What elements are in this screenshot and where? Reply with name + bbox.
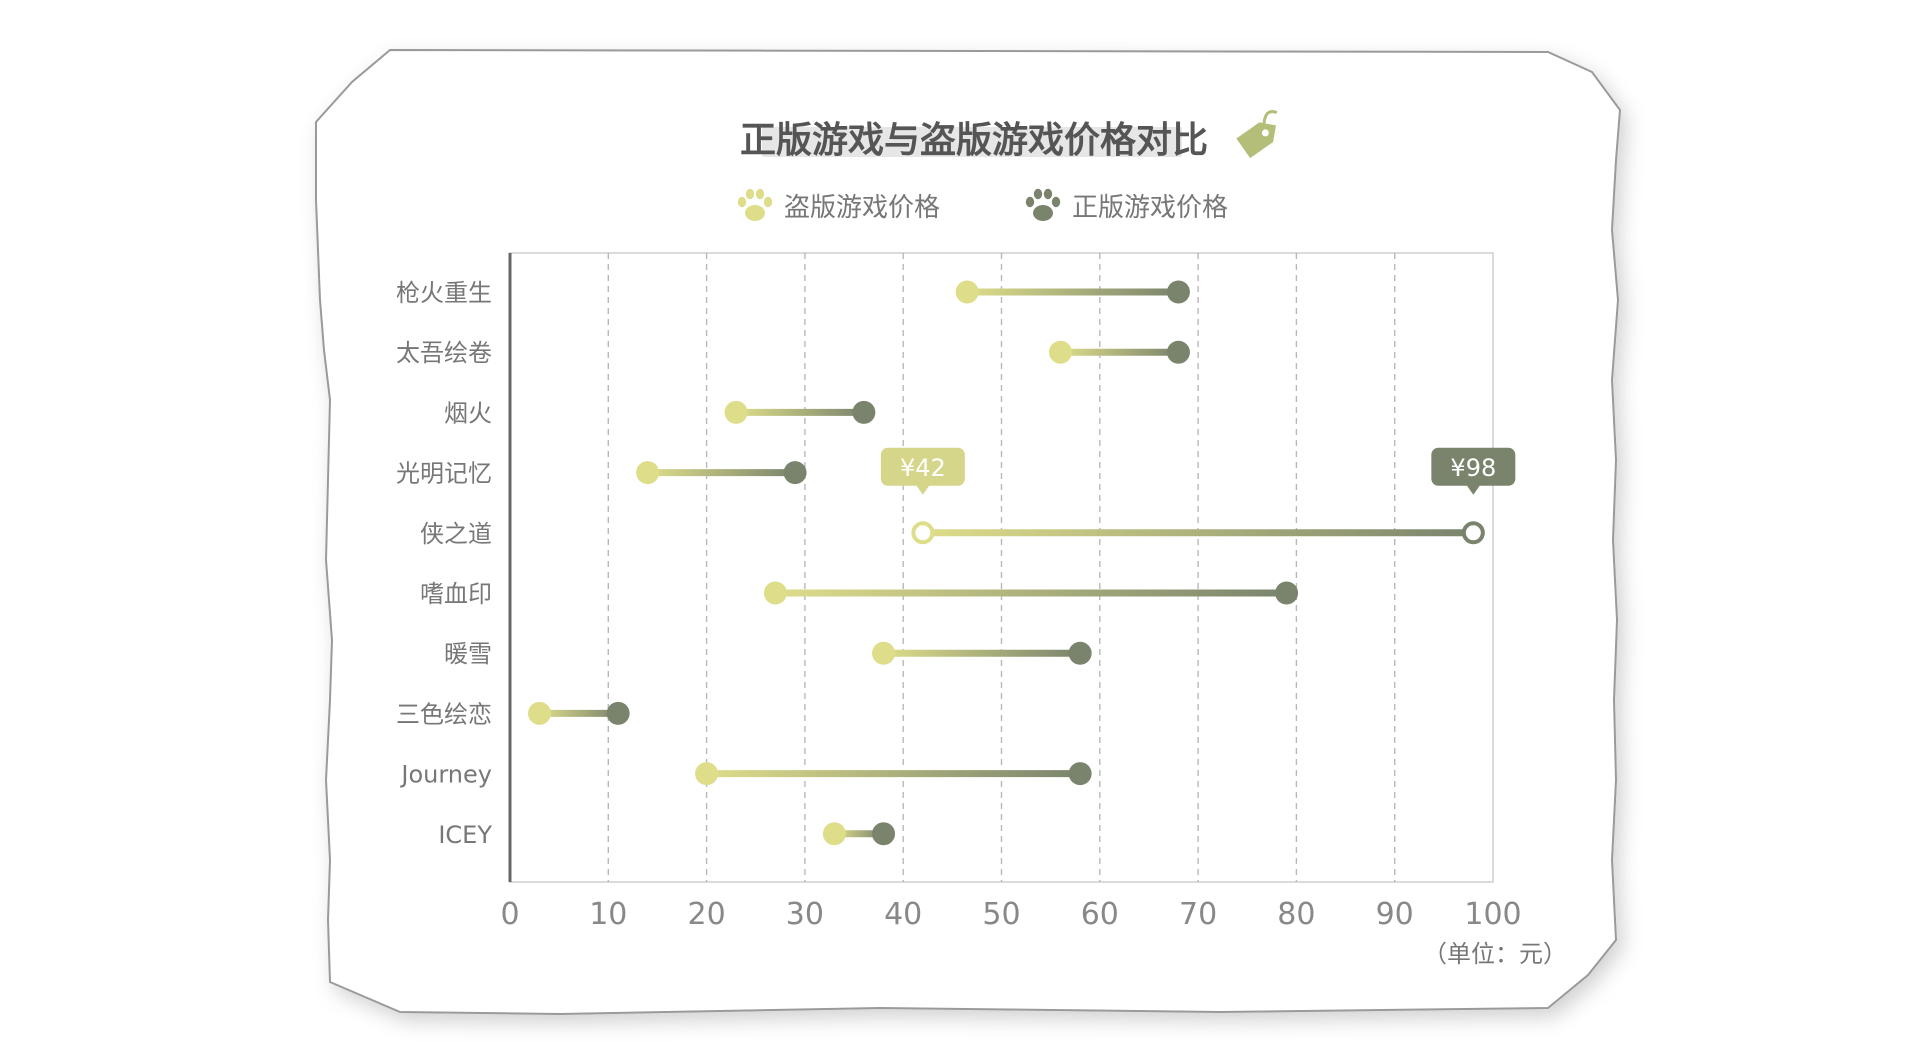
official-point	[1464, 523, 1483, 542]
y-tick-label: 太吾绘卷	[396, 339, 492, 367]
chart-title: 正版游戏与盗版游戏价格对比	[740, 120, 1208, 161]
unit-label: （单位：元）	[1423, 940, 1567, 968]
official-point	[784, 461, 807, 484]
x-tick-label: 60	[1081, 897, 1119, 932]
y-tick-label: 光明记忆	[396, 460, 492, 488]
callout-label: ¥42	[900, 454, 946, 482]
official-point	[1275, 582, 1298, 605]
paw-toe	[764, 197, 772, 207]
x-tick-label: 90	[1376, 897, 1414, 932]
pirate-point	[913, 523, 932, 542]
x-tick-label: 80	[1277, 897, 1315, 932]
paw-toe	[756, 189, 764, 199]
pirate-point	[528, 702, 551, 725]
y-tick-label: 三色绘恋	[396, 700, 492, 728]
y-tick-label: Journey	[399, 761, 492, 789]
x-tick-label: 30	[786, 897, 824, 932]
paw-toe	[738, 197, 746, 207]
legend-label-pirate: 盗版游戏价格	[784, 193, 940, 223]
official-point	[1069, 762, 1092, 785]
official-point	[852, 401, 875, 424]
y-tick-label: 侠之道	[420, 520, 492, 548]
official-point	[872, 822, 895, 845]
official-point	[1167, 341, 1190, 364]
paw-pad	[745, 205, 765, 221]
pirate-point	[695, 762, 718, 785]
x-tick-label: 40	[884, 897, 922, 932]
official-point	[607, 702, 630, 725]
x-tick-label: 100	[1464, 897, 1521, 932]
pirate-point	[725, 401, 748, 424]
pirate-point	[872, 642, 895, 665]
paw-toe	[746, 189, 754, 199]
x-tick-label: 20	[688, 897, 726, 932]
y-tick-label: 烟火	[444, 399, 492, 427]
x-tick-label: 10	[589, 897, 627, 932]
x-tick-label: 0	[500, 897, 519, 932]
paw-toe	[1052, 197, 1060, 207]
legend-label-official: 正版游戏价格	[1072, 193, 1228, 223]
pirate-point	[764, 582, 787, 605]
y-tick-label: 枪火重生	[396, 279, 492, 307]
paw-toe	[1034, 189, 1042, 199]
official-point	[1069, 642, 1092, 665]
pirate-point	[823, 822, 846, 845]
x-tick-label: 70	[1179, 897, 1217, 932]
y-tick-label: ICEY	[438, 821, 492, 849]
y-tick-label: 嗜血印	[420, 580, 492, 608]
x-tick-label: 50	[982, 897, 1020, 932]
pirate-point	[636, 461, 659, 484]
pirate-point	[1049, 341, 1072, 364]
paw-toe	[1044, 189, 1052, 199]
y-tick-label: 暖雪	[444, 640, 492, 668]
paw-toe	[1026, 197, 1034, 207]
official-point	[1167, 281, 1190, 304]
callout-label: ¥98	[1450, 454, 1496, 482]
paw-pad	[1033, 205, 1053, 221]
pirate-point	[956, 281, 979, 304]
